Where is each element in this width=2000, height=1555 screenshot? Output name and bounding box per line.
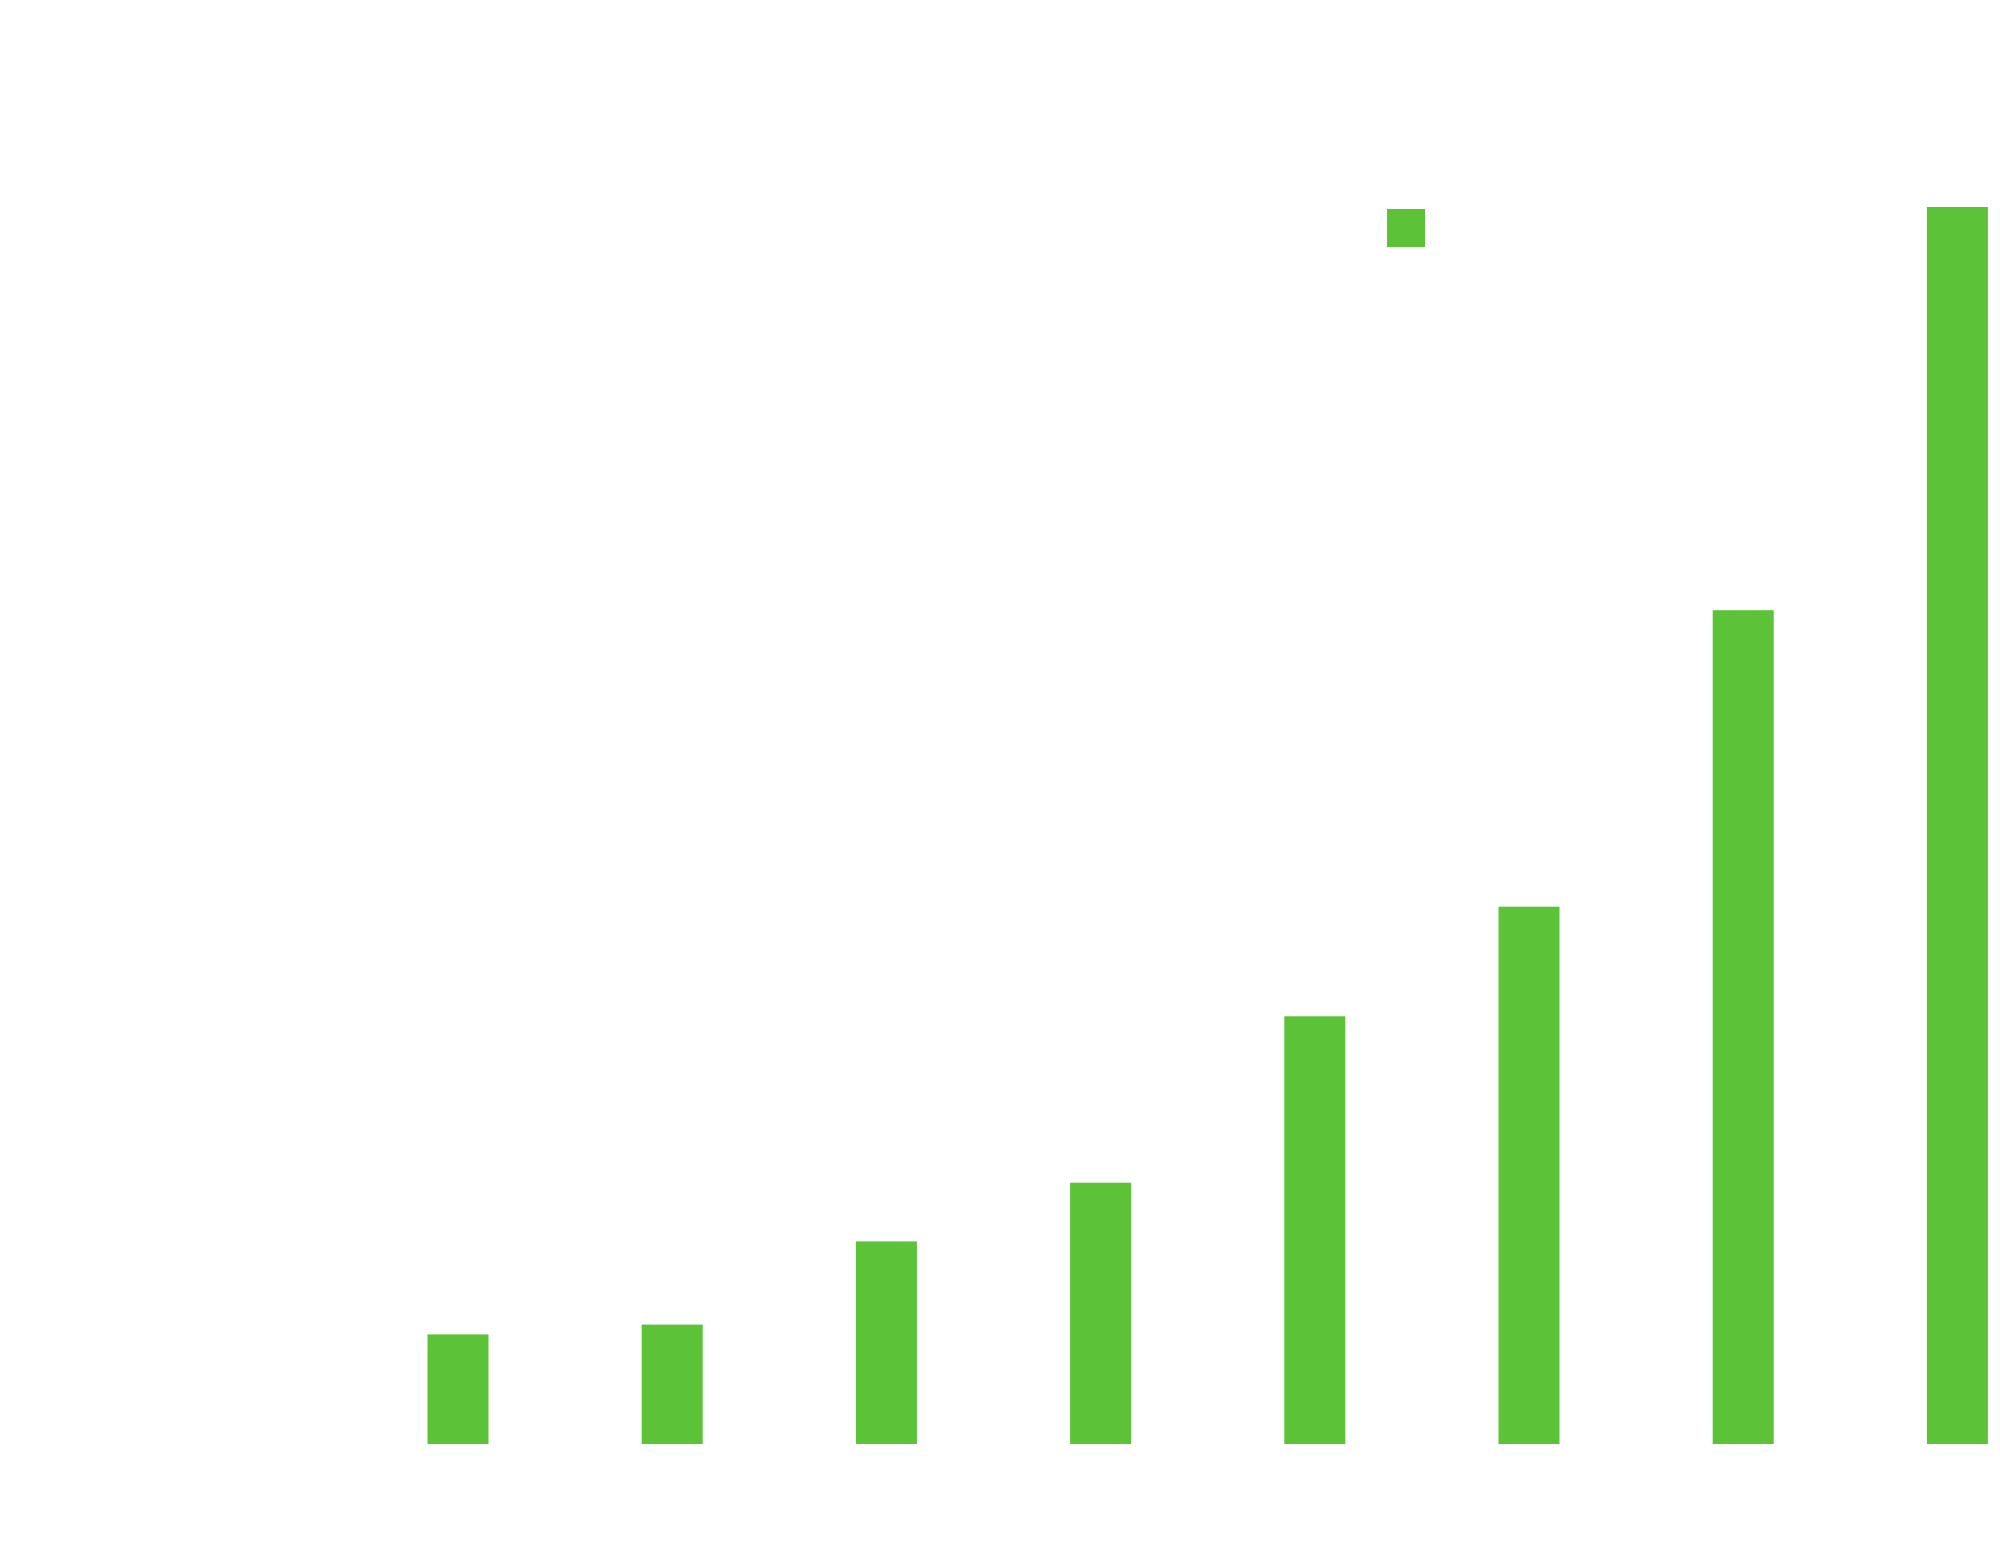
bar-7 [1712, 610, 1774, 1444]
bars-layer [427, 207, 1988, 1444]
bar-3 [855, 1241, 917, 1444]
legend-swatch [1387, 209, 1425, 247]
legend [1387, 209, 1425, 247]
bar-4 [1070, 1182, 1132, 1444]
bar-8 [1926, 207, 1988, 1444]
bar-1 [427, 1334, 489, 1444]
bar-6 [1498, 906, 1560, 1444]
bar-5 [1284, 1016, 1346, 1444]
bar-2 [641, 1324, 703, 1444]
